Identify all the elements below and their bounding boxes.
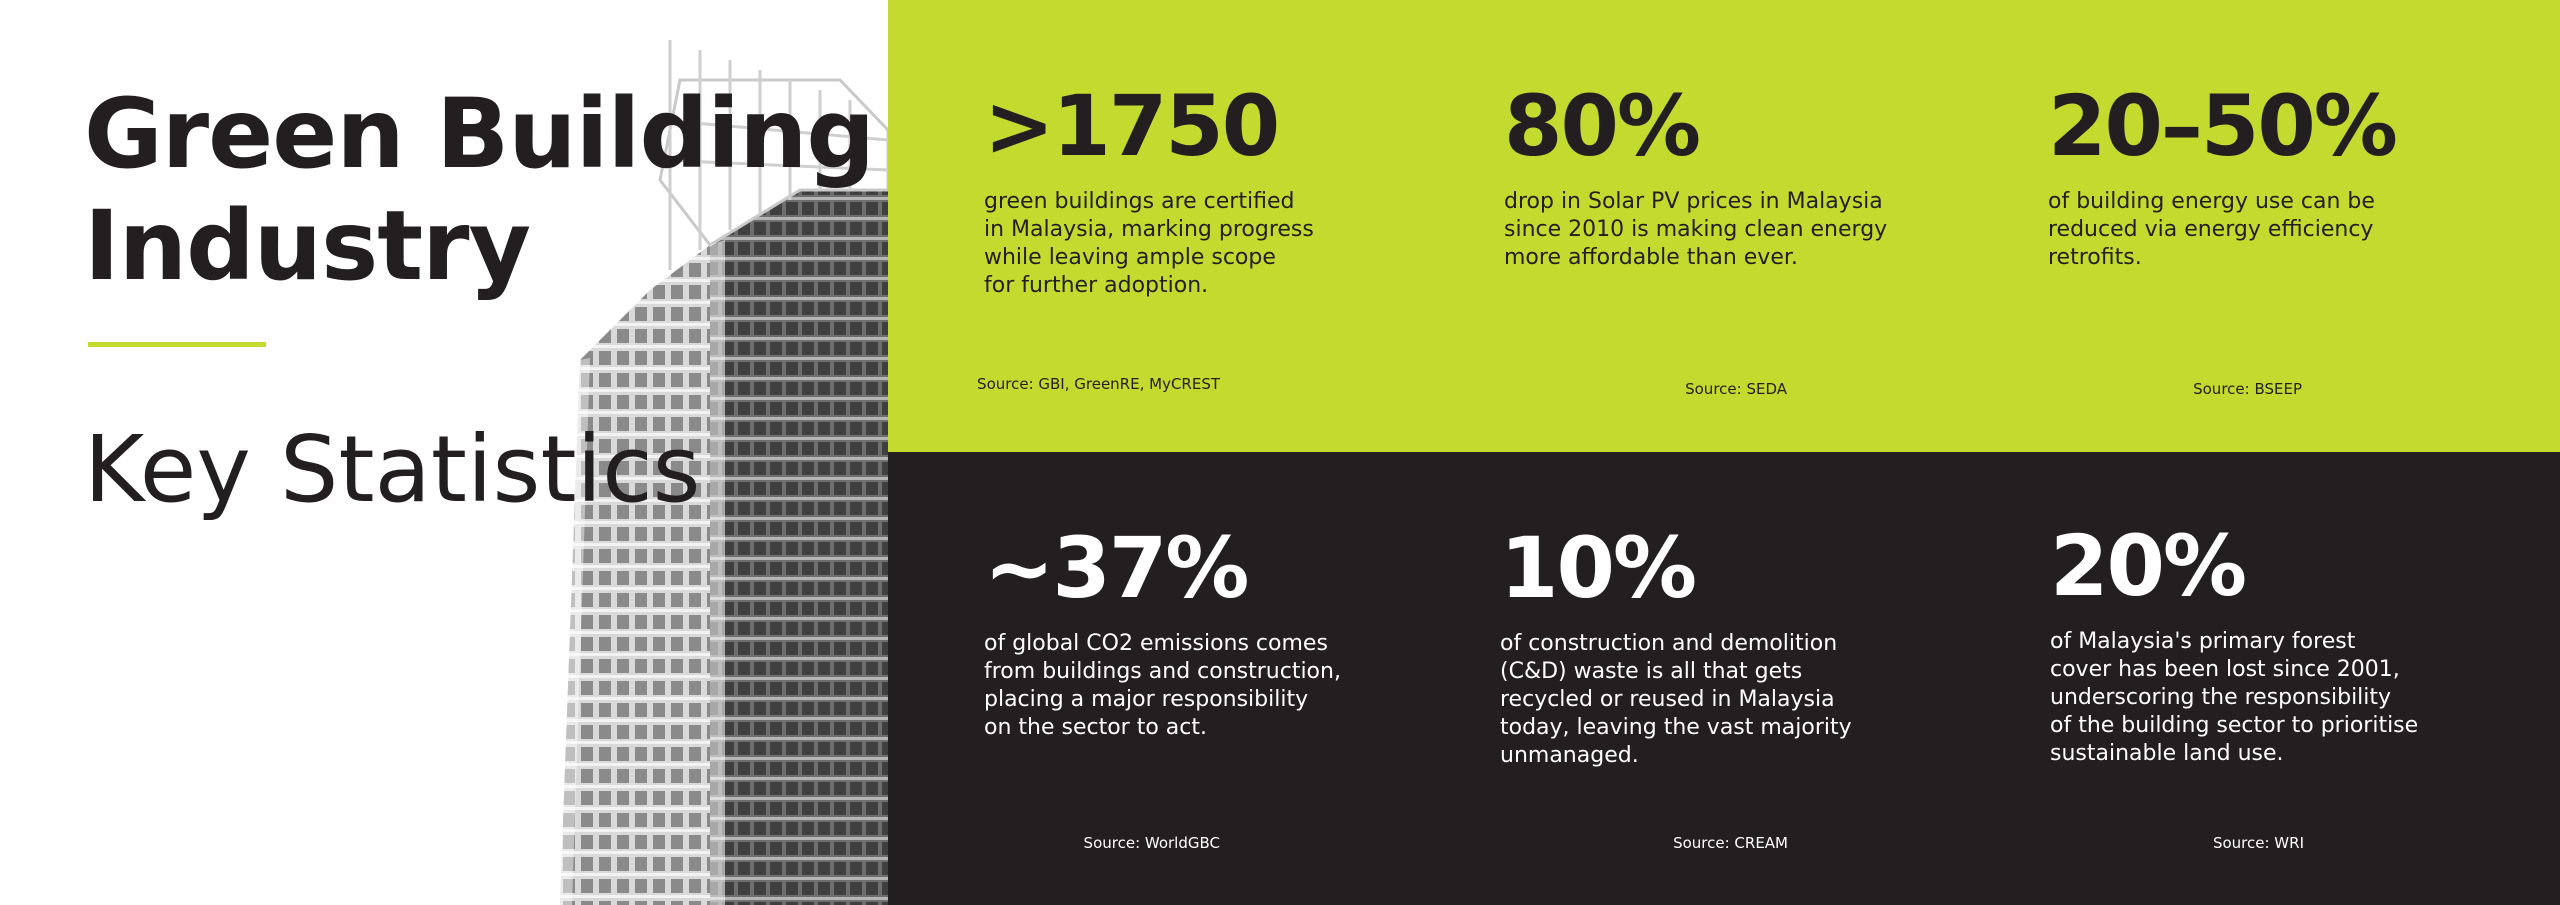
stat-value: 20% — [2050, 517, 2247, 615]
stat-source: Source: BSEEP — [2193, 380, 2302, 398]
page-title: Green Building Industry — [84, 78, 875, 302]
stat-description: green buildings are certified in Malaysi… — [984, 189, 1314, 298]
stat-source: Source: WRI — [2212, 834, 2304, 852]
stat-source: Source: WorldGBC — [1083, 834, 1220, 852]
stats-panel-dark: ~37% of global CO2 emissions comes from … — [888, 452, 2560, 905]
stat-description: drop in Solar PV prices in Malaysia sinc… — [1504, 189, 1888, 270]
stat-description: of building energy use can be reduced vi… — [2048, 189, 2375, 270]
stat-description: of Malaysia's primary forest cover has b… — [2050, 629, 2419, 766]
stat-description: of construction and demolition (C&D) was… — [1500, 631, 1852, 768]
stat-card-certified-buildings: >1750 green buildings are certified in M… — [984, 78, 1384, 300]
stat-value: ~37% — [984, 519, 1249, 617]
page-subtitle: Key Statistics — [84, 416, 701, 523]
title-accent-rule — [88, 342, 266, 347]
stat-value: 80% — [1504, 77, 1701, 175]
building-photo — [560, 40, 888, 905]
stat-card-forest-cover: 20% of Malaysia's primary forest cover h… — [2050, 518, 2490, 768]
stat-description: of global CO2 emissions comes from build… — [984, 631, 1341, 740]
stat-source: Source: GBI, GreenRE, MyCREST — [977, 375, 1220, 393]
left-panel: Green Building Industry Key Statistics — [0, 0, 888, 905]
stat-source: Source: SEDA — [1685, 380, 1787, 398]
stat-card-co2-emissions: ~37% of global CO2 emissions comes from … — [984, 520, 1424, 742]
stat-value: 10% — [1500, 519, 1697, 617]
stat-source: Source: CREAM — [1673, 834, 1788, 852]
stat-value: >1750 — [984, 77, 1280, 175]
stats-panel-green: >1750 green buildings are certified in M… — [888, 0, 2560, 452]
stat-value: 20–50% — [2048, 77, 2398, 175]
stat-card-energy-retrofits: 20–50% of building energy use can be red… — [2048, 78, 2488, 272]
stat-card-solar-pv: 80% drop in Solar PV prices in Malaysia … — [1504, 78, 1944, 272]
stat-card-cd-waste: 10% of construction and demolition (C&D)… — [1500, 520, 1940, 770]
